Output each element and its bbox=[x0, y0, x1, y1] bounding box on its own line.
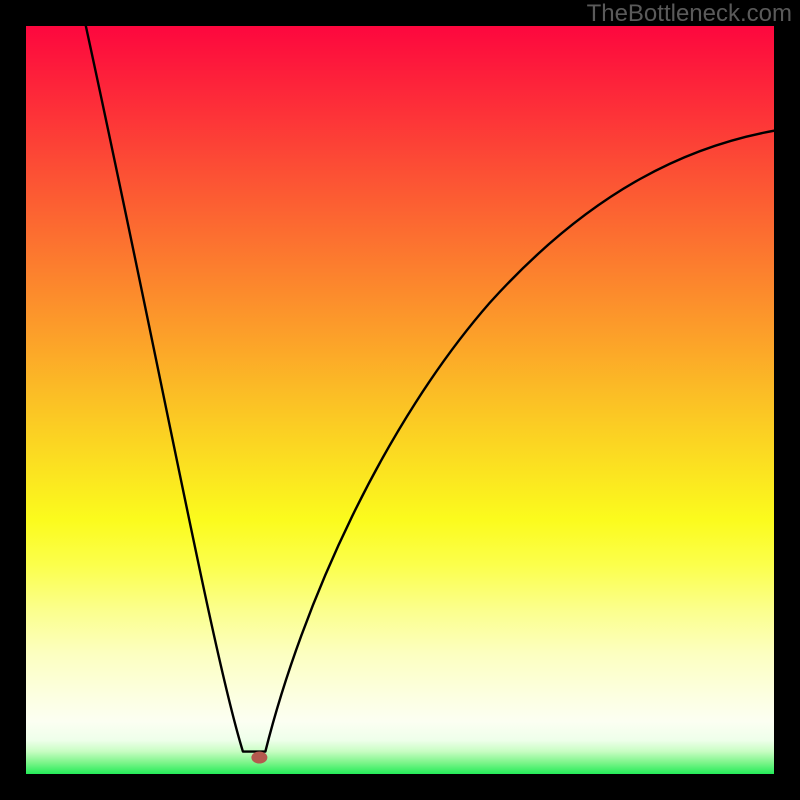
watermark-text: TheBottleneck.com bbox=[587, 0, 792, 28]
minimum-marker bbox=[251, 752, 267, 764]
gradient-background bbox=[26, 26, 774, 774]
chart-frame: TheBottleneck.com bbox=[0, 0, 800, 800]
bottleneck-curve-plot bbox=[26, 26, 774, 774]
